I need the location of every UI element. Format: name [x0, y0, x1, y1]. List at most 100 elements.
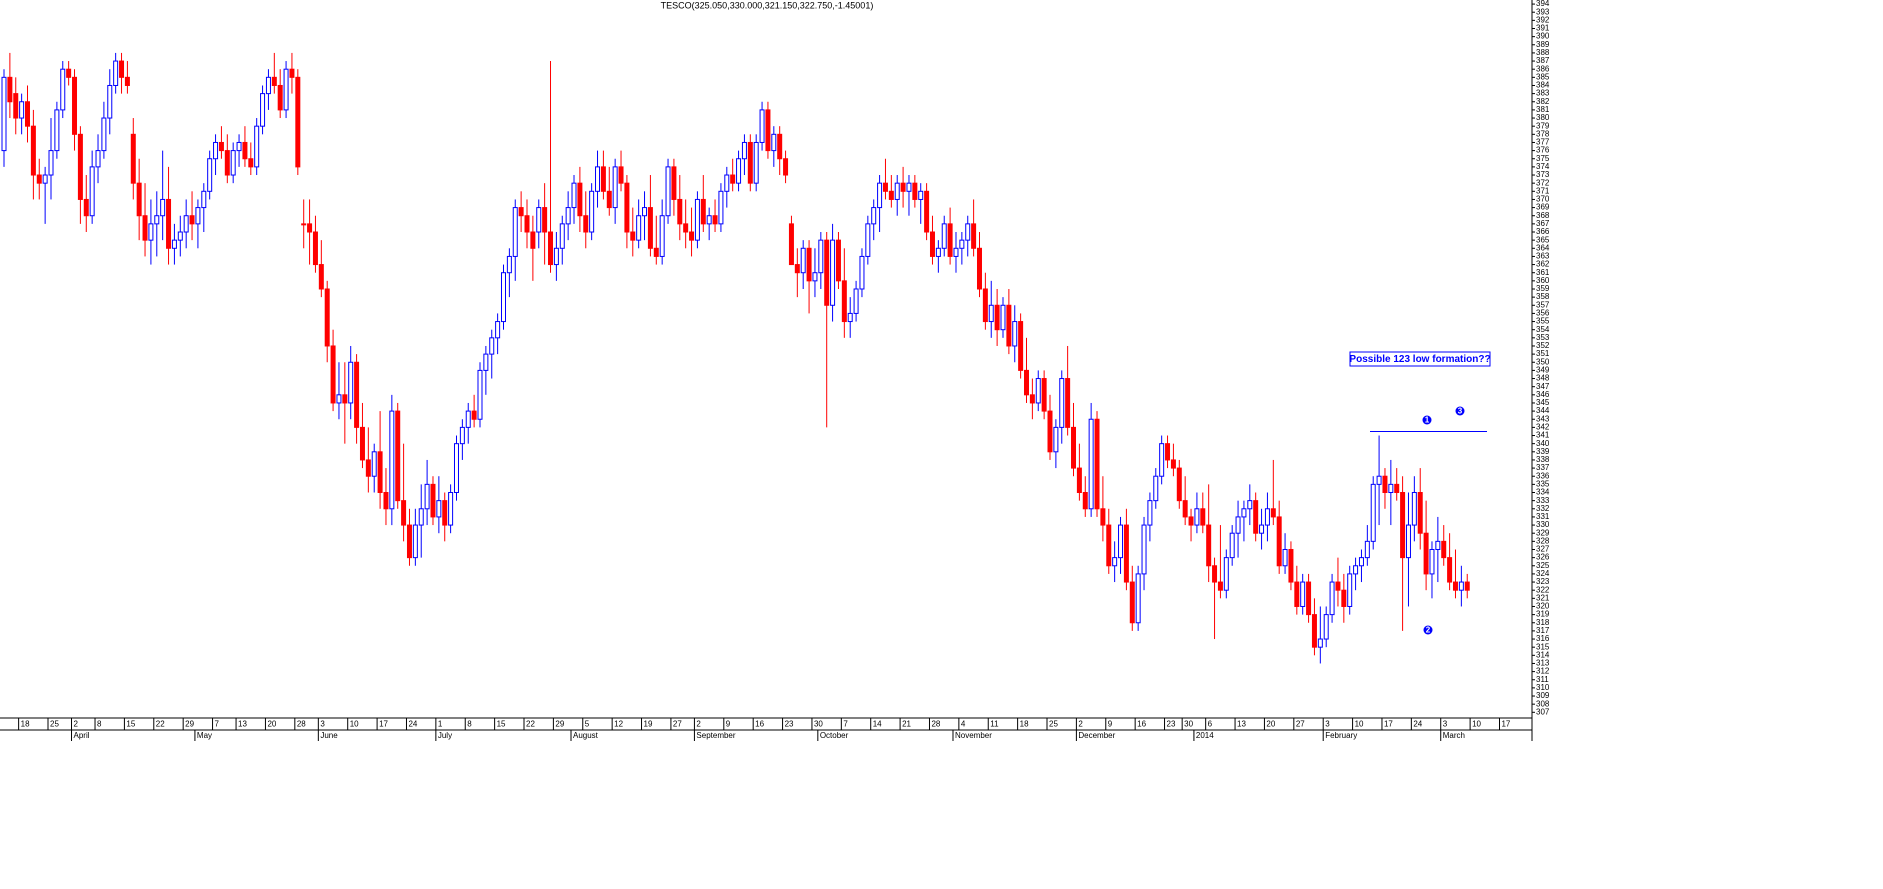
candle-body [1012, 321, 1018, 347]
y-tick-label: 338 [1536, 455, 1550, 464]
candle-body [312, 231, 318, 266]
month-label: February [1325, 731, 1357, 740]
candle-body [1094, 418, 1100, 510]
candle-body [236, 141, 242, 152]
candle-body [724, 174, 730, 192]
candle-body [160, 198, 166, 217]
month-label: 2014 [1196, 731, 1214, 740]
candle-body [1217, 581, 1223, 591]
candle-body [841, 280, 847, 323]
candle-body [800, 247, 806, 274]
candle-body [113, 60, 119, 86]
candle-body [806, 247, 812, 282]
candle-body [1288, 548, 1294, 583]
candle-body [606, 190, 612, 209]
candle-body [1018, 321, 1024, 371]
candle-body [630, 231, 636, 241]
y-tick-label: 371 [1536, 186, 1550, 195]
candle-body [430, 483, 436, 518]
candle-body [289, 68, 295, 78]
candle-body [500, 272, 506, 323]
y-tick-label: 379 [1536, 121, 1550, 130]
y-tick-label: 328 [1536, 536, 1550, 545]
candle-body [553, 247, 559, 266]
y-tick-label: 394 [1536, 0, 1550, 8]
candle-body [665, 166, 671, 217]
y-tick-label: 374 [1536, 162, 1550, 171]
candle-body [865, 223, 871, 257]
candle-body [565, 207, 571, 225]
x-tick-label: 7 [843, 720, 848, 729]
candle-body [783, 158, 789, 176]
candle-body [177, 231, 183, 241]
y-tick-label: 323 [1536, 577, 1550, 586]
x-tick-label: 3 [1443, 720, 1448, 729]
candle-body [753, 141, 759, 184]
candle-body [965, 223, 971, 241]
candle-body [483, 353, 489, 371]
candle-body [1024, 369, 1030, 396]
candle-body [1306, 581, 1312, 616]
x-tick-label: 30 [814, 720, 823, 729]
candle-body [853, 288, 859, 314]
candle-body [365, 459, 371, 477]
month-label: May [197, 731, 212, 740]
x-tick-label: 24 [1413, 720, 1422, 729]
y-tick-label: 329 [1536, 528, 1550, 537]
month-label: November [955, 731, 992, 740]
candle-body [971, 223, 977, 249]
candle-body [401, 500, 407, 526]
candle-body [612, 166, 618, 209]
candle-body [224, 150, 230, 176]
x-tick-label: 1 [438, 720, 443, 729]
month-label: June [320, 731, 338, 740]
candle-body [1294, 581, 1300, 607]
candle-body [130, 133, 136, 184]
y-tick-label: 381 [1536, 105, 1550, 114]
y-tick-label: 369 [1536, 203, 1550, 212]
x-tick-label: 2 [696, 720, 701, 729]
candle-body [148, 223, 154, 241]
y-tick-label: 316 [1536, 634, 1550, 643]
candle-body [571, 182, 577, 209]
candle-body [101, 117, 107, 152]
candle-body [906, 182, 912, 192]
y-tick-label: 339 [1536, 447, 1550, 456]
candle-body [1253, 500, 1259, 534]
x-tick-label: 17 [1501, 720, 1510, 729]
chart-title: TESCO(325.050,330.000,321.150,322.750,-1… [661, 0, 874, 10]
y-tick-label: 388 [1536, 48, 1550, 57]
candle-body [453, 443, 459, 494]
candle-body [1135, 573, 1141, 624]
candle-body [1006, 304, 1012, 347]
x-tick-label: 10 [1472, 720, 1481, 729]
candle-body [671, 166, 677, 200]
x-tick-label: 30 [1184, 720, 1193, 729]
candle-body [741, 141, 747, 160]
candle-body [48, 150, 54, 176]
y-tick-label: 383 [1536, 89, 1550, 98]
candle-body [495, 321, 501, 339]
x-tick-label: 7 [215, 720, 220, 729]
candle-body [248, 158, 254, 168]
y-tick-label: 392 [1536, 15, 1550, 24]
candle-body [600, 166, 606, 192]
candle-body [1341, 589, 1347, 607]
candle-body [154, 215, 160, 225]
x-tick-label: 27 [1296, 720, 1305, 729]
candle-body [348, 361, 354, 404]
candle-body [518, 207, 524, 217]
candle-body [589, 190, 595, 233]
y-tick-label: 391 [1536, 24, 1550, 33]
candle-body [976, 247, 982, 290]
candle-body [988, 304, 994, 323]
candle-body [918, 190, 924, 200]
candle-body [383, 492, 389, 510]
candle-body [1423, 532, 1429, 575]
y-tick-label: 380 [1536, 113, 1550, 122]
candle-body [700, 198, 706, 225]
candle-body [7, 76, 13, 103]
candle-body [66, 68, 72, 78]
candle-body [542, 207, 548, 233]
